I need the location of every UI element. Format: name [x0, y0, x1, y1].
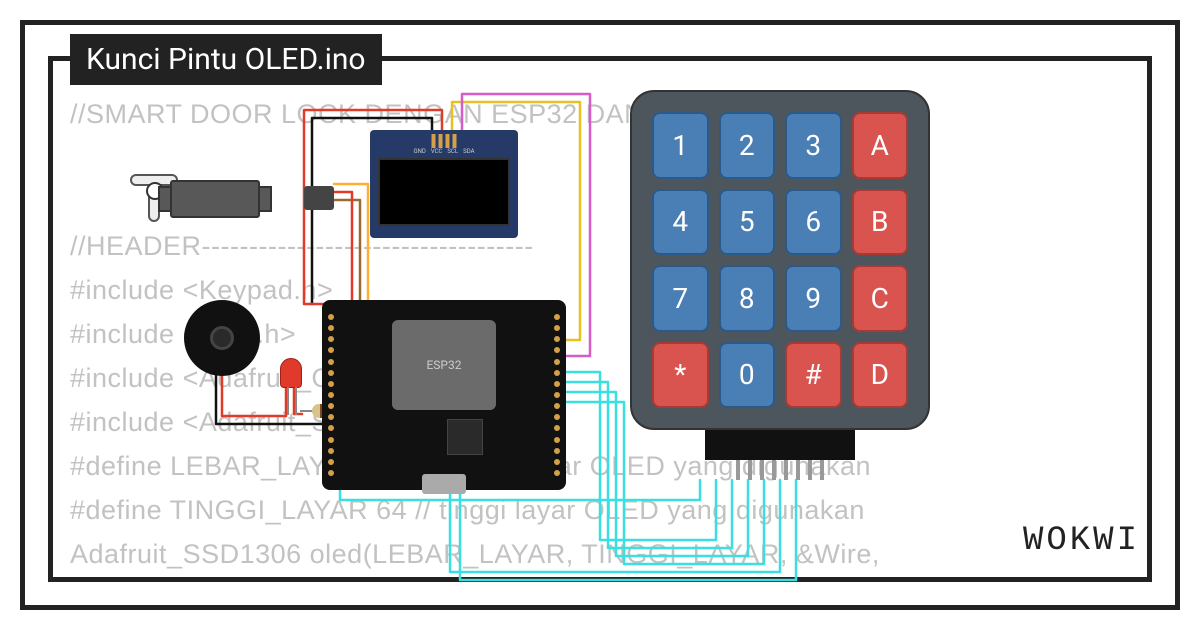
- buzzer-hole: [210, 326, 234, 350]
- oled-screen: [378, 158, 510, 226]
- key-0[interactable]: 0: [719, 342, 776, 409]
- servo-body: [170, 180, 260, 218]
- servo-motor[interactable]: [130, 170, 330, 226]
- esp32-chip: [447, 419, 483, 455]
- keypad-grid: 123A 456B 789C *0#D: [652, 112, 908, 408]
- key-3[interactable]: 3: [785, 112, 842, 179]
- key-1[interactable]: 1: [652, 112, 709, 179]
- buzzer[interactable]: [184, 300, 260, 376]
- key-C[interactable]: C: [852, 265, 909, 332]
- key-#[interactable]: #: [785, 342, 842, 409]
- esp32-board[interactable]: ESP32: [322, 300, 566, 490]
- key-D[interactable]: D: [852, 342, 909, 409]
- esp32-pins-right: [554, 314, 560, 476]
- keypad-4x4[interactable]: 123A 456B 789C *0#D: [630, 90, 930, 430]
- key-8[interactable]: 8: [719, 265, 776, 332]
- key-5[interactable]: 5: [719, 189, 776, 256]
- key-2[interactable]: 2: [719, 112, 776, 179]
- led-red[interactable]: [280, 358, 302, 388]
- parts-layer: GNDVCCSCLSDA ESP32: [0, 0, 1200, 630]
- key-B[interactable]: B: [852, 189, 909, 256]
- led-leg: [295, 387, 297, 415]
- servo-connector: [304, 186, 334, 210]
- key-4[interactable]: 4: [652, 189, 709, 256]
- key-6[interactable]: 6: [785, 189, 842, 256]
- key-9[interactable]: 9: [785, 265, 842, 332]
- oled-display[interactable]: GNDVCCSCLSDA: [370, 130, 518, 238]
- oled-pin-labels: GNDVCCSCLSDA: [412, 148, 477, 155]
- esp32-usb: [422, 474, 466, 494]
- key-*[interactable]: *: [652, 342, 709, 409]
- file-title: Kunci Pintu OLED.ino: [70, 34, 382, 85]
- canvas: Kunci Pintu OLED.ino //SMART DOOR LOCK D…: [0, 0, 1200, 630]
- keypad-connector-pins: [736, 460, 824, 480]
- keypad-connector: [705, 430, 855, 460]
- servo-mount: [258, 186, 272, 212]
- led-leg: [287, 387, 289, 415]
- wokwi-logo: WOKWI: [1023, 522, 1140, 560]
- esp32-shield: ESP32: [392, 320, 496, 410]
- esp32-pins-left: [328, 314, 334, 476]
- oled-pins: [432, 134, 457, 148]
- key-A[interactable]: A: [852, 112, 909, 179]
- key-7[interactable]: 7: [652, 265, 709, 332]
